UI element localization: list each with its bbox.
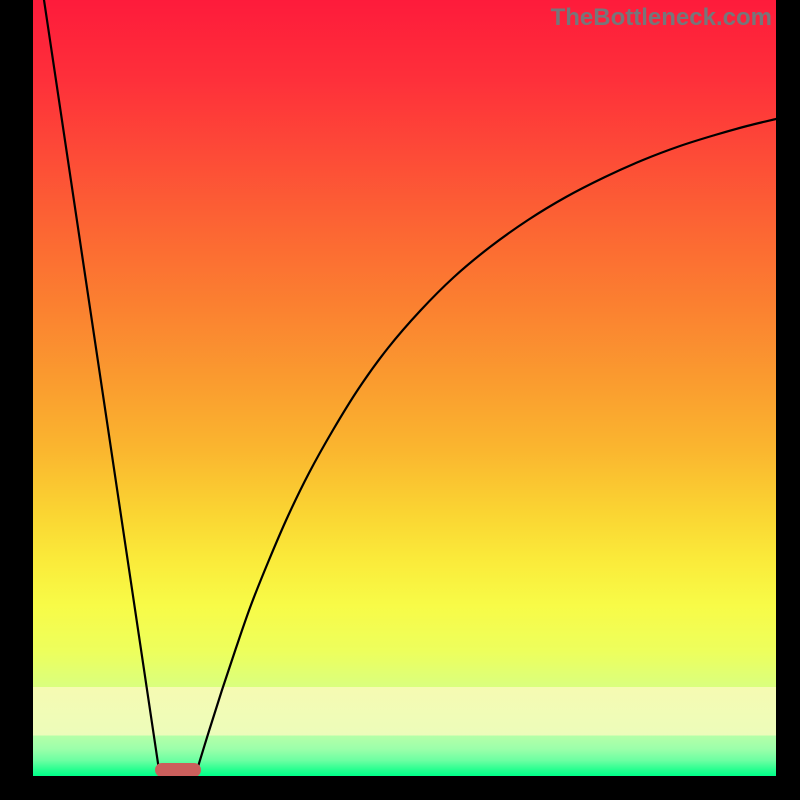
frame-bottom bbox=[0, 776, 800, 800]
watermark-text: TheBottleneck.com bbox=[551, 4, 772, 32]
frame-left bbox=[0, 0, 33, 800]
plot-svg bbox=[33, 0, 776, 776]
plot-area bbox=[33, 0, 776, 776]
frame-right bbox=[776, 0, 800, 800]
chart-container: TheBottleneck.com bbox=[0, 0, 800, 800]
